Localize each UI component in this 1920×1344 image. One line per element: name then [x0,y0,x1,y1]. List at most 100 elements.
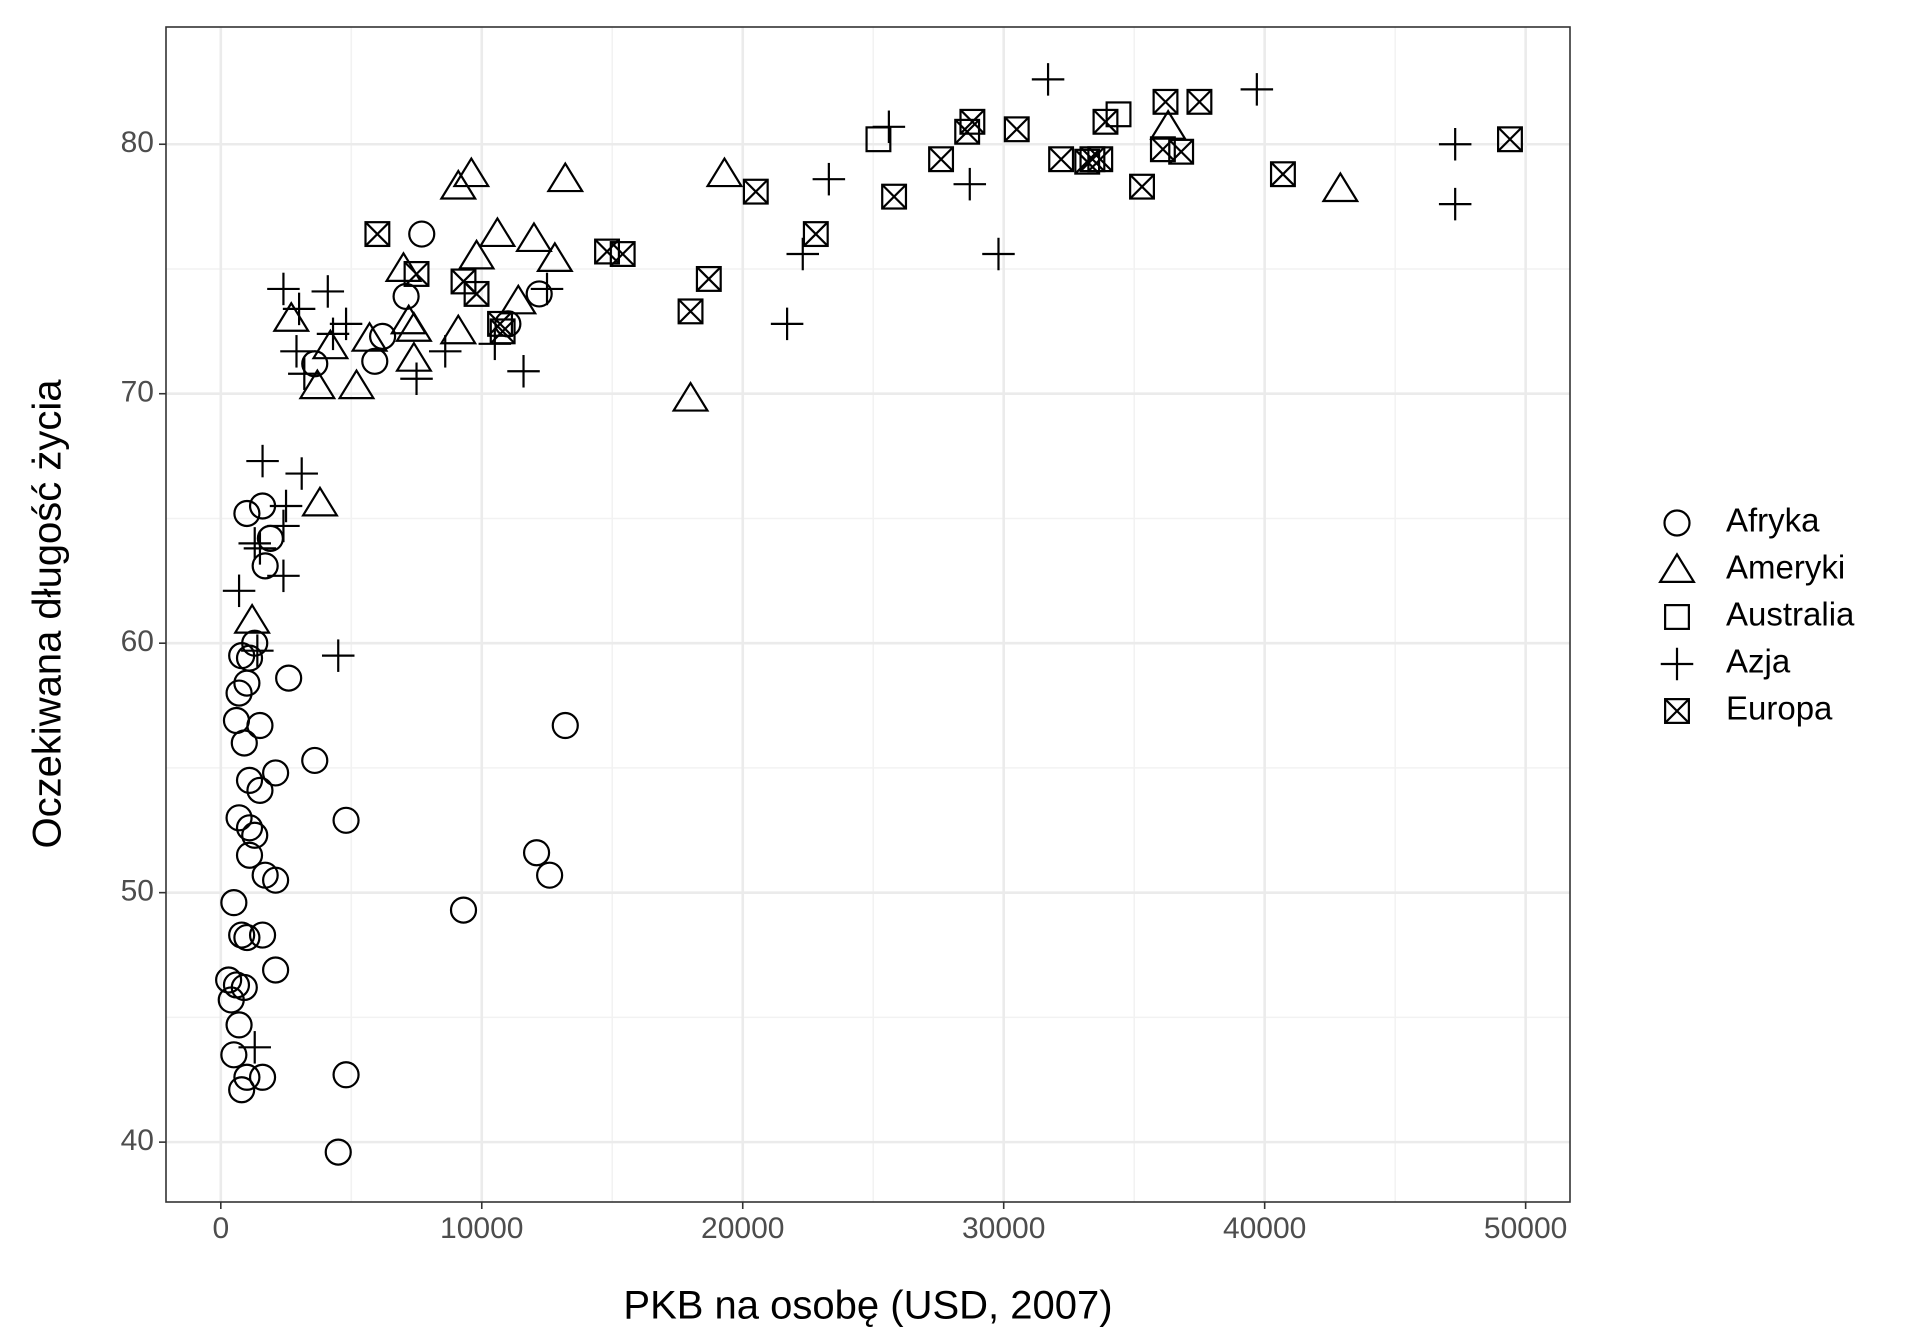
marker-shape [251,552,279,580]
marker-shape [1004,116,1030,142]
marker-shape [361,347,389,375]
marker-shape [677,298,704,325]
marker-shape [928,146,955,173]
point [395,311,433,342]
point [262,866,290,894]
marker-shape [463,281,490,307]
point [233,499,261,528]
point [802,221,829,248]
point [400,362,433,396]
y-tick-label: 70 [121,376,154,409]
point [235,841,264,869]
marker-shape [439,168,478,200]
point [230,729,258,757]
point [1269,161,1296,188]
x-tick-label: 50000 [1484,1212,1567,1245]
marker-shape [1664,698,1690,724]
y-axis-title: Oczekiwana długość życia [26,379,70,849]
marker-shape [1664,698,1690,724]
point [280,335,313,368]
legend-key [1663,509,1691,537]
point [1087,146,1114,173]
point [246,711,274,740]
point [248,921,277,949]
point [301,746,329,775]
y-tick-label: 50 [121,875,154,908]
point [238,1031,271,1064]
point [321,639,355,672]
point [220,1041,248,1069]
marker-shape [959,109,986,135]
point [1105,101,1132,128]
marker-shape [301,485,339,517]
marker-shape [1663,509,1691,537]
point [1186,88,1213,115]
point [269,489,303,523]
plot-border [165,26,1571,1203]
point [1152,88,1179,115]
point [350,321,389,352]
y-tick-label: 80 [121,126,154,159]
point [928,146,955,173]
marker-shape [594,238,620,265]
marker-shape [1321,171,1360,203]
point [1168,138,1195,165]
marker-shape [1079,146,1106,172]
point [478,216,517,248]
marker-shape [298,368,337,400]
marker-shape [609,241,636,267]
point [241,821,269,849]
marker-shape [235,814,264,842]
point [262,956,290,984]
point [243,532,277,565]
point [872,110,906,144]
point [324,1138,352,1166]
marker-shape [220,1041,248,1069]
point [225,679,253,707]
point [395,341,433,372]
marker-shape [220,889,248,917]
point [275,664,303,692]
point [982,237,1015,271]
point [238,527,271,560]
marker-shape [311,328,350,360]
marker-shape [233,923,261,952]
marker-shape [928,146,954,172]
point [285,457,318,490]
point [288,357,321,391]
marker-shape [364,221,391,247]
point [332,1061,360,1089]
point [1031,63,1065,96]
point [1092,108,1119,135]
point [536,861,564,889]
point [267,272,300,306]
x-tick-label: 20000 [701,1212,784,1245]
y-tick-label: 40 [121,1124,154,1157]
marker-shape [228,1076,256,1104]
point [671,380,710,412]
marker-shape [246,776,274,804]
legend-key [1664,604,1690,630]
marker-shape [241,821,269,849]
marker-shape [959,108,986,135]
point [449,896,478,924]
marker-shape [233,1063,261,1091]
marker-shape [450,268,477,295]
marker-shape [225,1011,253,1039]
point [233,603,271,634]
x-tick-label: 0 [212,1212,229,1245]
point [499,283,538,315]
point [522,839,551,867]
marker-shape [1087,146,1113,172]
marker-shape [522,839,551,867]
marker-shape [610,241,636,267]
marker-shape [487,311,513,337]
marker-shape [262,956,290,984]
marker-shape [384,251,423,282]
marker-shape [395,311,433,342]
marker-shape [487,310,514,337]
point [235,766,264,794]
marker-shape [452,156,491,188]
marker-shape [671,380,710,412]
